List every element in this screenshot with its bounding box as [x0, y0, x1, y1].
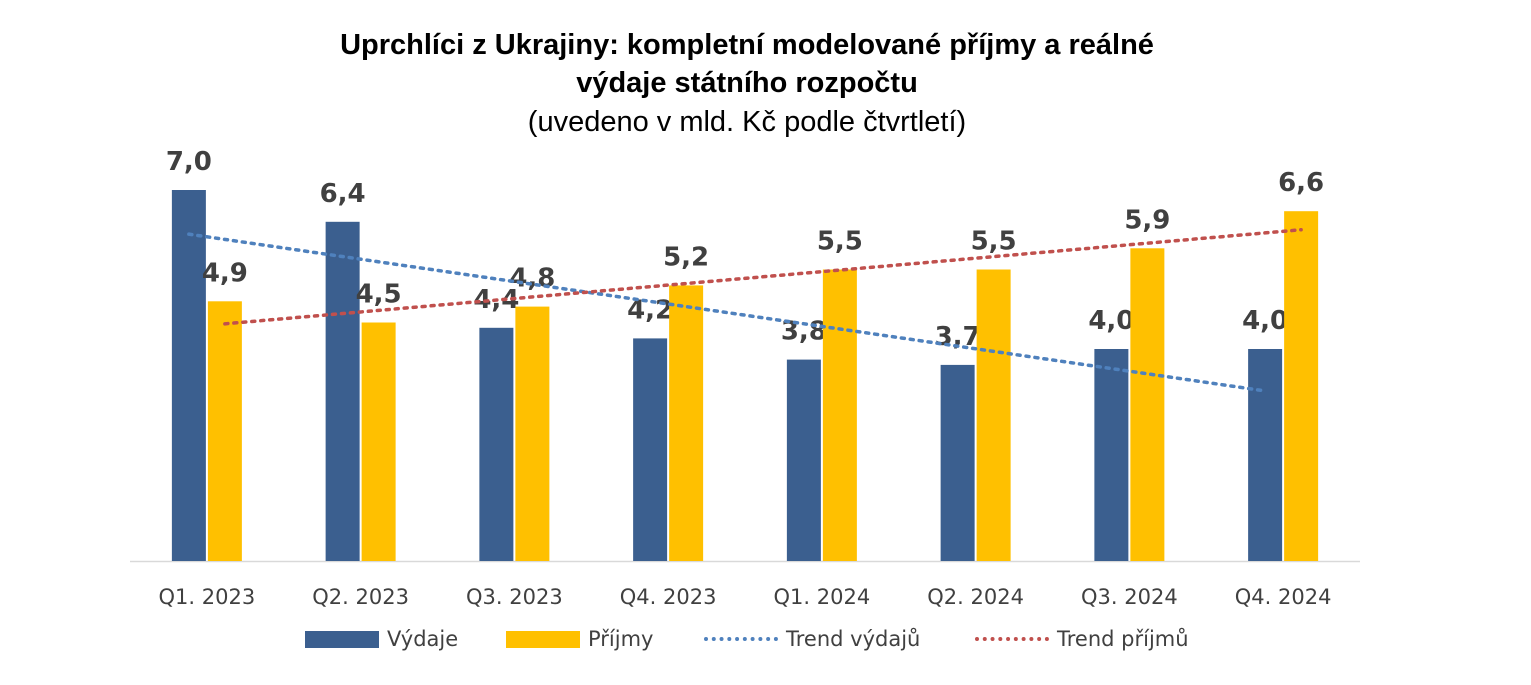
- bar-p-jmy-q3-2023: [515, 306, 550, 561]
- chart-title-line-2: výdaje státního rozpočtu: [576, 67, 918, 99]
- data-label-p-jmy-q2-2024: 5,5: [971, 227, 1017, 257]
- legend-label-vydaje: Výdaje: [387, 627, 459, 651]
- data-label-v-daje-q3-2024: 4,0: [1088, 306, 1134, 336]
- bar-v-daje-q4-2024: [1248, 349, 1283, 561]
- legend-item-trend-prijmu: Trend příjmů: [975, 622, 1189, 656]
- data-label-p-jmy-q2-2023: 4,5: [356, 280, 402, 310]
- bar-p-jmy-q3-2024: [1130, 248, 1165, 562]
- x-tick-label-q3-2023: Q3. 2023: [466, 585, 563, 609]
- chart-plot: 7,06,44,44,23,83,74,04,04,94,54,85,25,55…: [130, 147, 1360, 609]
- legend-item-trend-vydaju: Trend výdajů: [704, 622, 920, 656]
- bar-v-daje-q1-2023: [171, 190, 206, 561]
- x-tick-label-q2-2023: Q2. 2023: [312, 585, 409, 609]
- bar-v-daje-q2-2023: [325, 221, 360, 562]
- data-label-p-jmy-q4-2024: 6,6: [1278, 168, 1324, 198]
- data-label-v-daje-q4-2024: 4,0: [1242, 306, 1288, 336]
- chart-subtitle: (uvedeno v mld. Kč podle čtvrtletí): [527, 106, 967, 138]
- bar-v-daje-q4-2023: [633, 338, 668, 561]
- chart-title-line-1: Uprchlíci z Ukrajiny: kompletní modelova…: [340, 29, 1154, 61]
- legend-label-prijmy: Příjmy: [588, 627, 654, 651]
- legend-item-prijmy: Příjmy: [506, 622, 653, 656]
- bar-p-jmy-q4-2024: [1284, 211, 1319, 561]
- legend-item-vydaje: Výdaje: [305, 622, 458, 656]
- data-label-v-daje-q1-2023: 7,0: [166, 147, 212, 177]
- x-tick-label-q2-2024: Q2. 2024: [927, 585, 1024, 609]
- bar-v-daje-q2-2024: [940, 364, 975, 561]
- bar-p-jmy-q2-2024: [976, 269, 1011, 561]
- legend-line-trend-vydaju: [704, 637, 778, 641]
- trendline-trend-v-daj: [187, 232, 1267, 393]
- bar-v-daje-q1-2024: [786, 359, 821, 561]
- data-label-p-jmy-q3-2024: 5,9: [1124, 205, 1170, 235]
- x-tick-label-q4-2023: Q4. 2023: [620, 585, 717, 609]
- legend-line-trend-prijmu: [975, 637, 1049, 641]
- bar-p-jmy-q1-2023: [207, 301, 242, 561]
- data-label-v-daje-q2-2023: 6,4: [320, 179, 366, 209]
- bar-v-daje-q3-2024: [1094, 349, 1129, 561]
- trendline-trend-p-jm: [223, 228, 1303, 326]
- x-tick-label-q3-2024: Q3. 2024: [1081, 585, 1178, 609]
- data-label-p-jmy-q4-2023: 5,2: [663, 242, 709, 272]
- data-label-p-jmy-q1-2023: 4,9: [202, 258, 248, 288]
- x-tick-label-q4-2024: Q4. 2024: [1235, 585, 1332, 609]
- bar-p-jmy-q4-2023: [669, 285, 704, 561]
- legend-label-trend-vydaju: Trend výdajů: [786, 627, 921, 651]
- legend-label-trend-prijmu: Trend příjmů: [1057, 627, 1189, 651]
- data-label-p-jmy-q3-2023: 4,8: [509, 264, 555, 294]
- data-label-p-jmy-q1-2024: 5,5: [817, 227, 863, 257]
- chart-legend: Výdaje Příjmy Trend výdajů Trend příjmů: [0, 622, 1531, 656]
- legend-swatch-prijmy: [506, 630, 580, 648]
- legend-swatch-vydaje: [305, 630, 379, 648]
- x-tick-label-q1-2023: Q1. 2023: [159, 585, 256, 609]
- chart-title-block: Uprchlíci z Ukrajiny: kompletní modelova…: [0, 26, 1494, 142]
- x-tick-label-q1-2024: Q1. 2024: [774, 585, 871, 609]
- bar-v-daje-q3-2023: [479, 327, 514, 561]
- bar-p-jmy-q1-2024: [822, 269, 857, 561]
- bar-p-jmy-q2-2023: [361, 322, 396, 561]
